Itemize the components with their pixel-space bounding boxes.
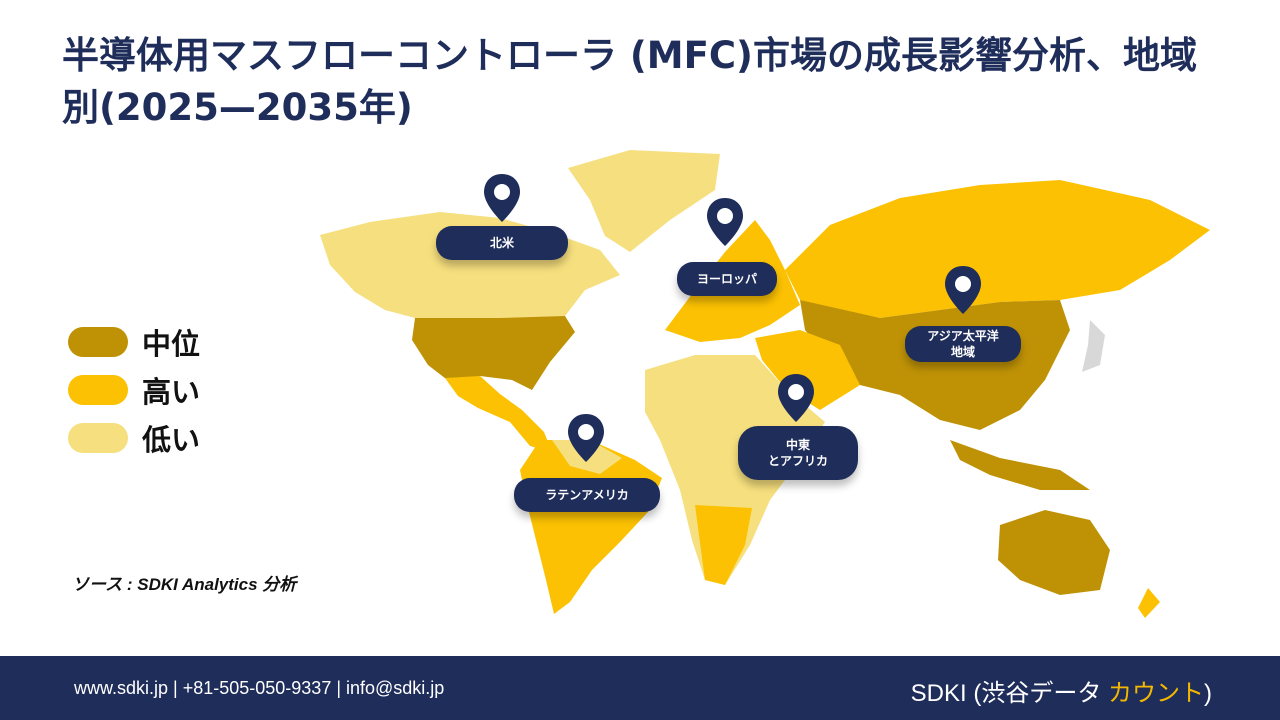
japan-shape: [1082, 320, 1105, 372]
mea-pin-icon: [778, 374, 814, 422]
region-label-asia-pacific: アジア太平洋 地域: [905, 326, 1021, 362]
mexico-shape: [445, 376, 552, 452]
world-map-shapes: [320, 150, 1210, 618]
legend-swatch-low: [68, 423, 128, 453]
footer-bar: www.sdki.jp | +81-505-050-9337 | info@sd…: [0, 656, 1280, 720]
legend-label-low: 低い: [142, 423, 201, 457]
southern-africa-shape: [695, 505, 752, 585]
sea-shape: [950, 440, 1090, 490]
middle-east-shape: [755, 330, 860, 410]
region-label-europe: ヨーロッパ: [677, 262, 777, 296]
legend-swatch-high: [68, 375, 128, 405]
source-note: ソース : SDKI Analytics 分析: [72, 575, 297, 594]
greenland-shape: [568, 150, 720, 252]
world-map: [300, 140, 1240, 630]
footer-brand: SDKI (渋谷データ カウント): [911, 673, 1212, 708]
page-title: 半導体用マスフローコントローラ (MFC)市場の成長影響分析、地域別(2025—…: [62, 34, 1197, 129]
footer-brand-accent: カウント: [1108, 680, 1204, 707]
region-label-north-america: 北米: [436, 226, 568, 260]
usa-shape: [412, 316, 575, 390]
legend-label-high: 高い: [142, 375, 201, 409]
new-zealand-shape: [1138, 588, 1160, 618]
region-label-mea: 中東 とアフリカ: [738, 426, 858, 480]
region-label-latin-america: ラテンアメリカ: [514, 478, 660, 512]
legend-item-high: 高い: [68, 366, 200, 414]
legend-item-low: 低い: [68, 414, 200, 462]
africa-shape: [645, 355, 825, 585]
footer-brand-prefix: SDKI (渋谷データ: [910, 680, 1108, 707]
latin-america-pin-icon: [568, 414, 604, 462]
australia-shape: [998, 510, 1110, 595]
asia-pacific-pin-icon: [945, 266, 981, 314]
europe-pin-icon: [707, 198, 743, 246]
legend: 中位 高い 低い: [68, 318, 200, 462]
legend-item-medium: 中位: [68, 318, 200, 366]
footer-brand-suffix: ): [1204, 680, 1212, 707]
north-america-pin-icon: [484, 174, 520, 222]
legend-swatch-medium: [68, 327, 128, 357]
russia-shape: [785, 180, 1210, 318]
footer-contact: www.sdki.jp | +81-505-050-9337 | info@sd…: [74, 678, 445, 698]
legend-label-medium: 中位: [142, 327, 201, 361]
